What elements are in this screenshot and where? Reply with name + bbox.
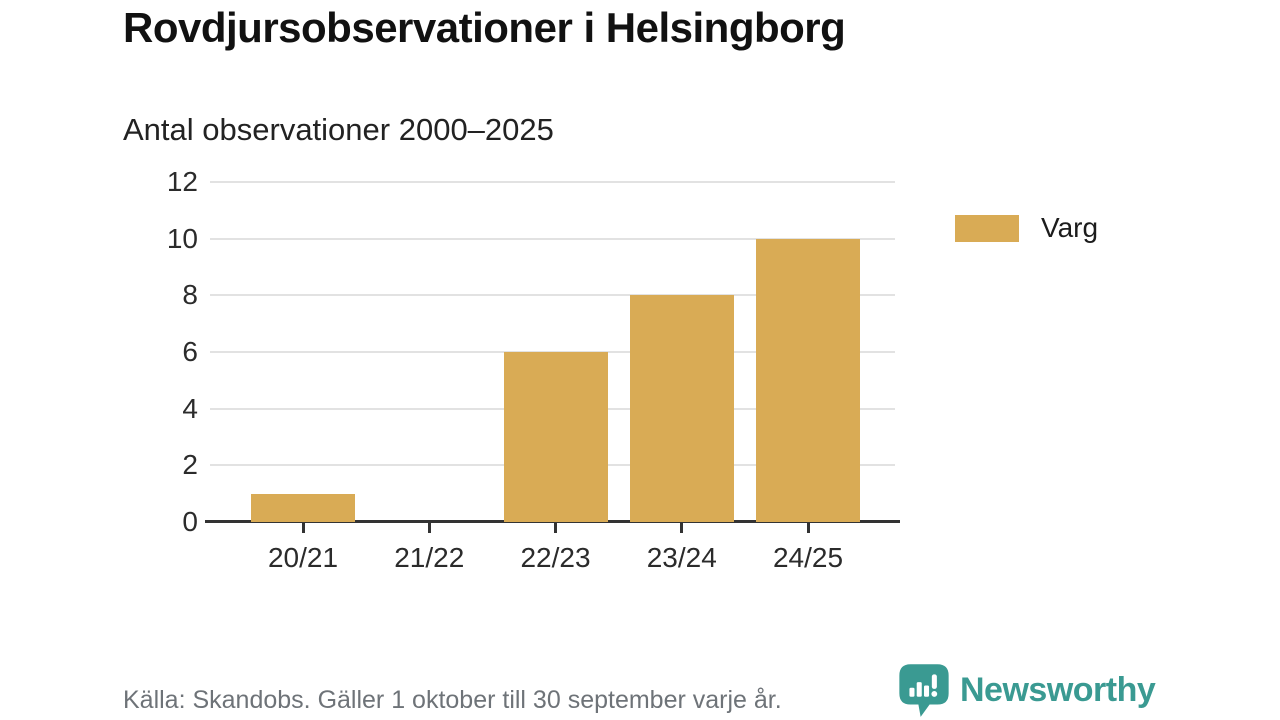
x-tick-mark-24-25 (806, 523, 810, 533)
bar-23-24 (629, 295, 734, 522)
x-tick-label-22-23: 22/23 (520, 542, 591, 573)
y-tick-label-6: 6 (182, 336, 198, 367)
x-tick-mark-20-21 (301, 523, 305, 533)
bar-22-23 (503, 352, 608, 522)
y-tick-label-12: 12 (166, 166, 198, 197)
newsworthy-logo-icon (899, 664, 949, 717)
y-tick-label-8: 8 (182, 279, 198, 311)
newsworthy-brand-name: Newsworthy (960, 670, 1156, 709)
gridline-y10 (210, 237, 895, 240)
chart-subtitle: Antal observationer 2000–2025 (123, 112, 554, 147)
x-tick-label-21-22: 21/22 (394, 542, 465, 573)
chart-title: Rovdjursobservationer i Helsingborg (123, 4, 846, 51)
gridline-y8 (210, 294, 895, 297)
x-tick-label-23-24: 23/24 (646, 542, 717, 573)
source-note: Källa: Skandobs. Gäller 1 oktober till 3… (123, 686, 782, 714)
y-tick-label-10: 10 (166, 222, 198, 254)
bar-20-21 (251, 493, 355, 522)
legend-label-varg: Varg (1041, 212, 1099, 243)
x-tick-label-24-25: 24/25 (772, 542, 844, 573)
legend-swatch-varg (955, 214, 1019, 242)
x-tick-mark-22-23 (554, 523, 557, 533)
gridline-y12 (210, 181, 895, 183)
x-tick-label-20-21: 20/21 (267, 542, 339, 573)
y-tick-label-2: 2 (182, 449, 198, 481)
y-tick-label-4: 4 (182, 392, 198, 424)
y-tick-label-0: 0 (182, 506, 198, 537)
x-tick-mark-23-24 (680, 523, 684, 533)
x-tick-mark-21-22 (427, 523, 431, 533)
chart-legend: Varg (955, 212, 1098, 244)
newsworthy-brand: Newsworthy (897, 662, 1156, 718)
bar-24-25 (756, 238, 860, 522)
